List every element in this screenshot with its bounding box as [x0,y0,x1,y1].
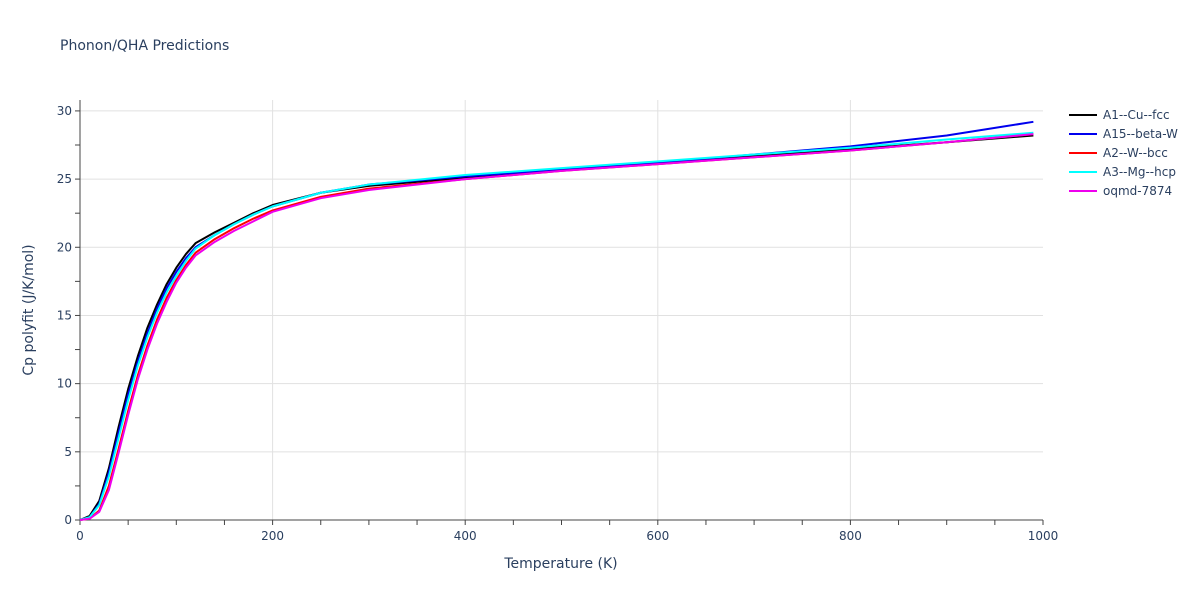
legend-item[interactable]: A15--beta-W [1069,127,1178,141]
y-tick-label: 25 [57,172,72,186]
grid [80,100,1043,520]
axes: 0 5 10 15 20 25 30 0 200 400 600 800 1000 [57,100,1059,543]
legend-item[interactable]: A1--Cu--fcc [1069,108,1170,122]
series-line-4 [79,131,1034,521]
y-tick-label: 10 [57,377,72,391]
series-line-3 [79,133,1034,521]
y-tick-label: 5 [64,445,72,459]
series-line-5 [79,133,1034,521]
chart-title: Phonon/QHA Predictions [60,38,229,54]
y-tick-label: 30 [57,104,72,118]
x-tick-label: 600 [646,529,669,543]
legend-label: oqmd-7874 [1103,184,1172,198]
x-axis-title: Temperature (K) [503,556,617,572]
legend-item[interactable]: oqmd-7874 [1069,184,1172,198]
series-line-1 [79,134,1034,521]
series-line-2 [79,120,1034,521]
series-layer [79,120,1034,521]
x-tick-label: 1000 [1028,529,1059,543]
y-tick-label: 20 [57,240,72,254]
x-tick-label: 200 [261,529,284,543]
legend-label: A2--W--bcc [1103,146,1168,160]
y-tick-label: 15 [57,308,72,322]
legend-label: A1--Cu--fcc [1103,108,1170,122]
y-tick-label: 0 [64,513,72,527]
x-tick-label: 400 [454,529,477,543]
y-axis-title: Cp polyfit (J/K/mol) [21,244,37,375]
legend-item[interactable]: A2--W--bcc [1069,146,1168,160]
legend-item[interactable]: A3--Mg--hcp [1069,165,1176,179]
legend-label: A3--Mg--hcp [1103,165,1176,179]
x-tick-label: 0 [76,529,84,543]
legend[interactable]: A1--Cu--fcc A15--beta-W A2--W--bcc A3--Mg--… [1069,108,1178,198]
legend-label: A15--beta-W [1103,127,1178,141]
x-tick-label: 800 [839,529,862,543]
